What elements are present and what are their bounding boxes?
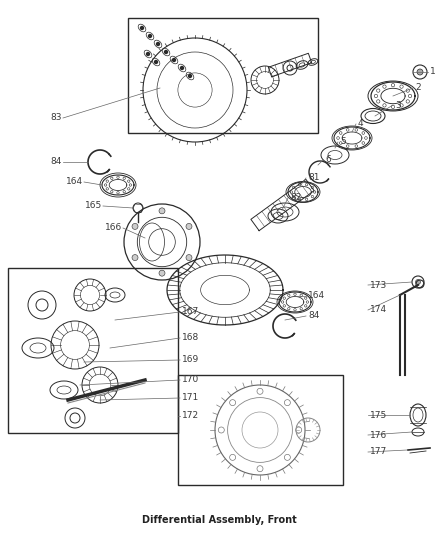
Text: 164: 164 bbox=[66, 177, 83, 187]
Circle shape bbox=[186, 255, 192, 261]
Text: 177: 177 bbox=[370, 448, 387, 456]
Circle shape bbox=[156, 43, 159, 45]
Circle shape bbox=[188, 75, 191, 77]
Text: 84: 84 bbox=[308, 311, 319, 320]
Text: 3: 3 bbox=[395, 101, 401, 109]
Text: 84: 84 bbox=[51, 157, 62, 166]
Text: 166: 166 bbox=[105, 223, 122, 232]
Text: 2: 2 bbox=[415, 84, 420, 93]
Text: 82: 82 bbox=[290, 193, 301, 203]
Text: 170: 170 bbox=[182, 376, 199, 384]
Bar bbox=[128, 18, 318, 133]
Circle shape bbox=[417, 69, 423, 75]
Bar bbox=[8, 268, 178, 433]
Text: 175: 175 bbox=[370, 410, 387, 419]
Text: 172: 172 bbox=[182, 411, 199, 421]
Circle shape bbox=[180, 67, 184, 69]
Text: 169: 169 bbox=[182, 356, 199, 365]
Circle shape bbox=[155, 61, 158, 63]
Text: 171: 171 bbox=[182, 393, 199, 402]
Text: 1: 1 bbox=[430, 68, 436, 77]
Text: 83: 83 bbox=[50, 114, 62, 123]
Text: 168: 168 bbox=[182, 334, 199, 343]
Circle shape bbox=[186, 223, 192, 229]
Text: 176: 176 bbox=[370, 431, 387, 440]
Text: 81: 81 bbox=[308, 174, 319, 182]
Bar bbox=[178, 375, 343, 485]
Text: 165: 165 bbox=[85, 201, 102, 211]
Circle shape bbox=[159, 208, 165, 214]
Text: 174: 174 bbox=[370, 305, 387, 314]
Text: 4: 4 bbox=[358, 119, 364, 128]
Text: Differential Assembly, Front: Differential Assembly, Front bbox=[141, 515, 297, 525]
Circle shape bbox=[159, 270, 165, 276]
Text: 6: 6 bbox=[325, 156, 331, 165]
Circle shape bbox=[165, 51, 167, 53]
Text: 173: 173 bbox=[370, 280, 387, 289]
Text: 5: 5 bbox=[340, 138, 346, 147]
Circle shape bbox=[173, 59, 176, 61]
Circle shape bbox=[148, 35, 152, 37]
Circle shape bbox=[416, 279, 420, 285]
Circle shape bbox=[132, 223, 138, 229]
Text: 167: 167 bbox=[182, 308, 199, 317]
Circle shape bbox=[146, 52, 149, 55]
Circle shape bbox=[141, 27, 144, 29]
Circle shape bbox=[132, 255, 138, 261]
Text: 164: 164 bbox=[308, 292, 325, 301]
